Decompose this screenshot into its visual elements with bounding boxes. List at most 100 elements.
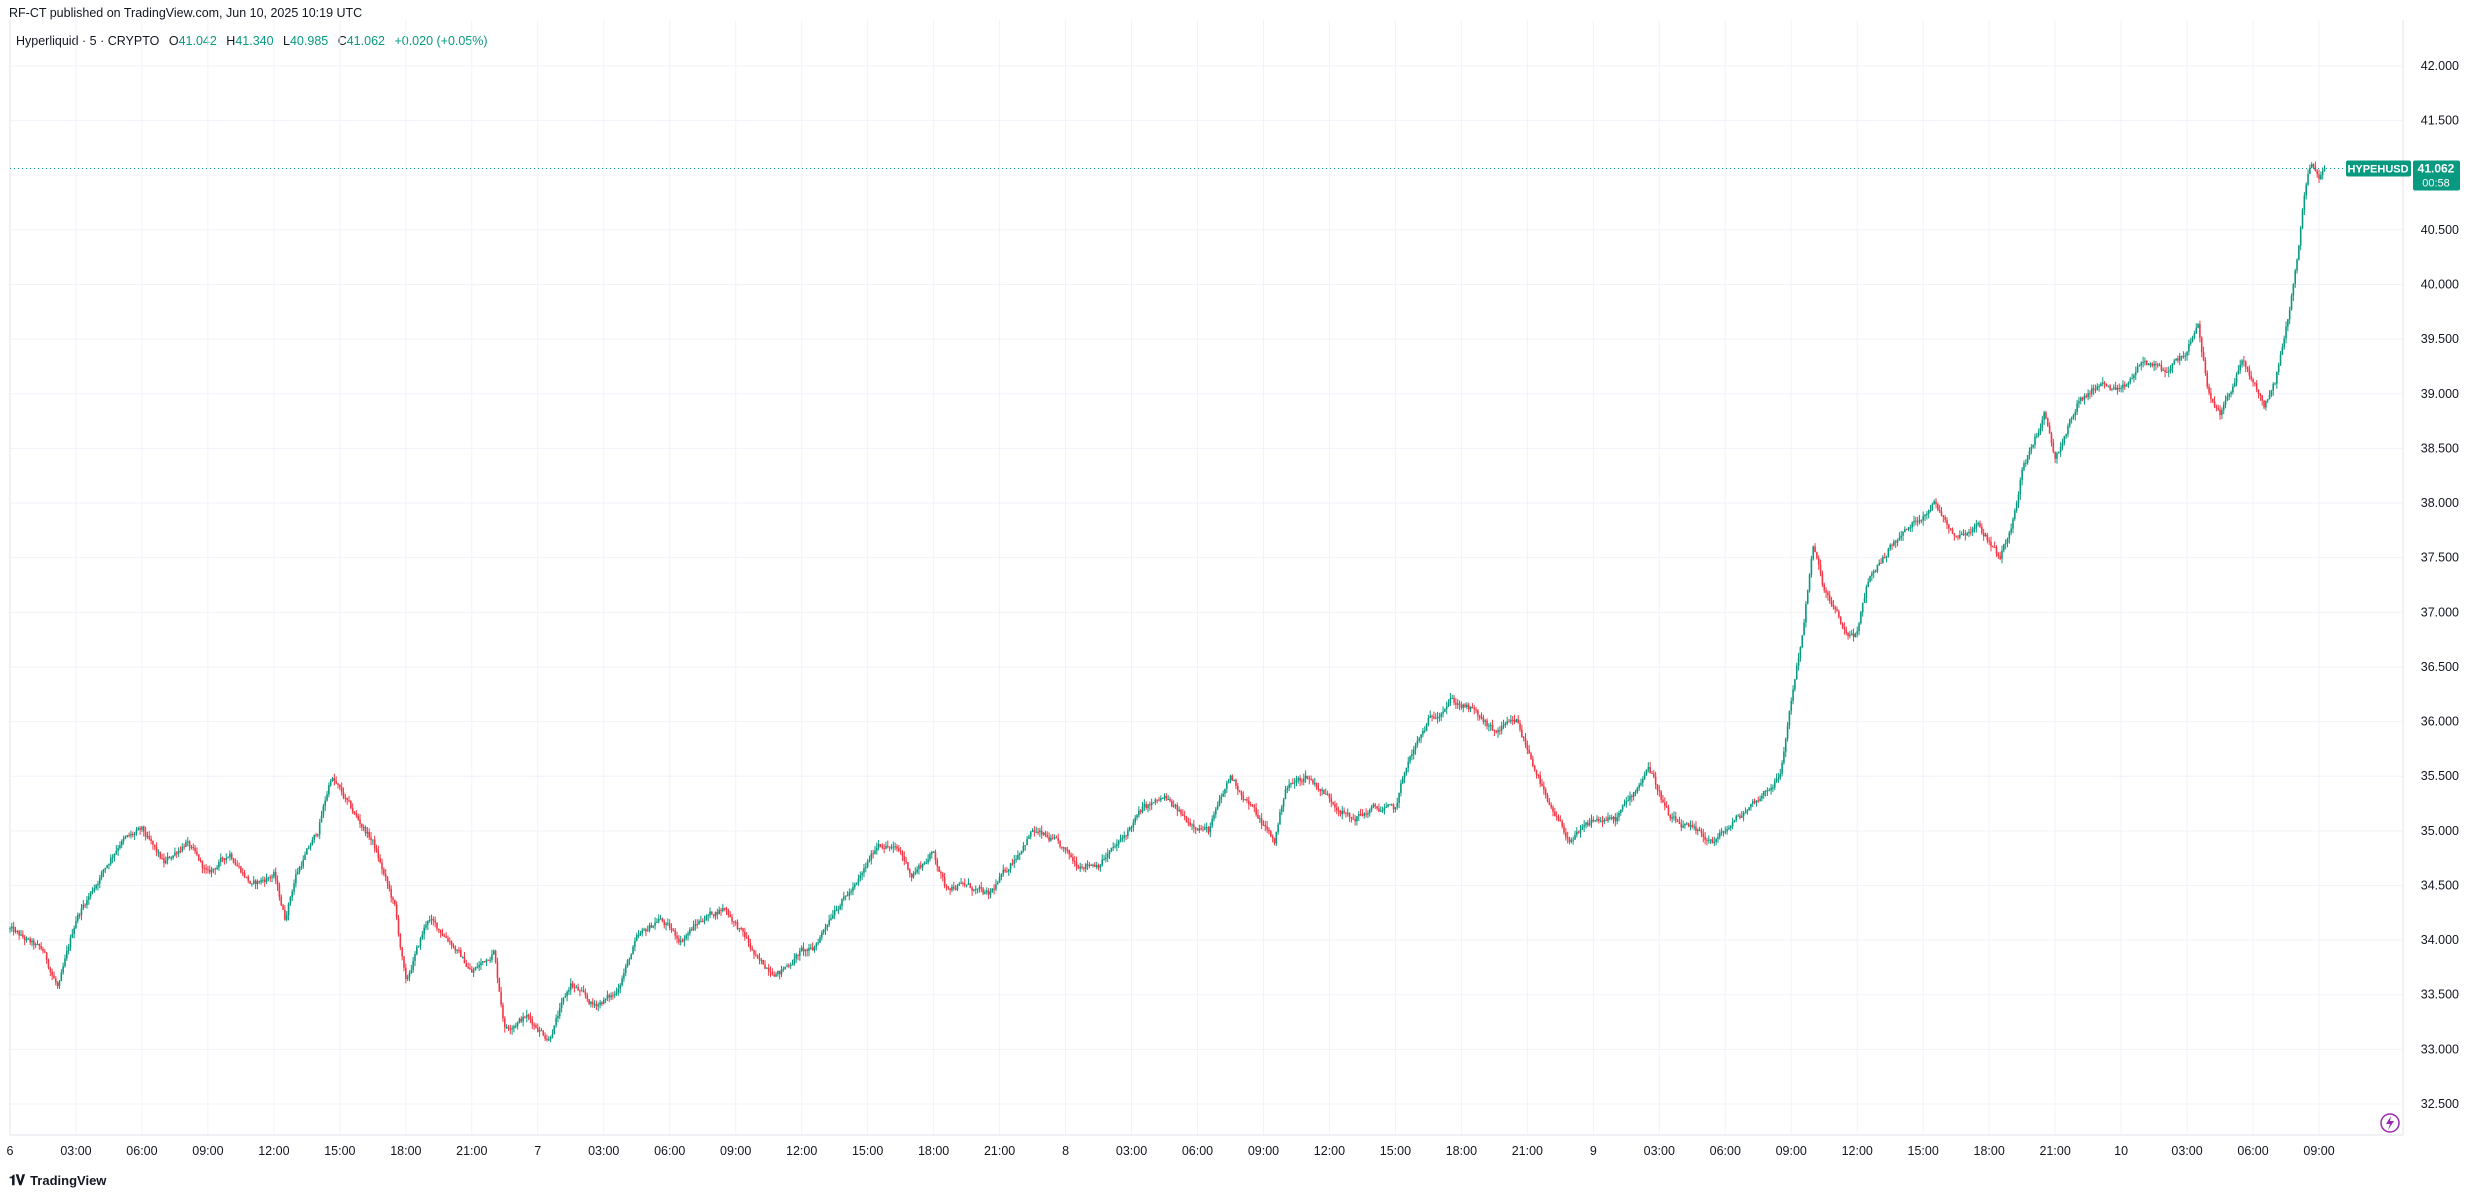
candle-body: [177, 850, 180, 854]
candle-body: [1211, 818, 1213, 826]
candle-body: [591, 1001, 594, 1005]
candle-body: [1878, 562, 1881, 566]
candle-body: [317, 834, 319, 836]
candle-body: [1588, 822, 1591, 826]
candle-body: [146, 835, 149, 837]
candle-body: [1301, 781, 1303, 783]
candle-body: [1625, 800, 1628, 804]
price-tick-label: 34.000: [2421, 933, 2459, 947]
candle-body: [538, 1030, 541, 1032]
candle-body: [410, 969, 413, 973]
candle-body: [1522, 737, 1525, 739]
candle-body: [353, 812, 356, 814]
time-tick-label: 12:00: [1842, 1144, 1873, 1158]
candle-body: [1403, 772, 1406, 778]
candle-body: [2206, 373, 2209, 387]
candle-body: [617, 988, 620, 993]
candle-body: [1324, 793, 1327, 795]
candle-body: [1097, 865, 1100, 868]
candle-body: [381, 862, 383, 870]
candle-body: [1500, 726, 1503, 731]
candle-body: [2092, 388, 2095, 390]
candle-body: [1238, 790, 1241, 792]
candle-body: [595, 1004, 598, 1007]
candle-body: [1061, 846, 1063, 848]
candle-body: [1348, 812, 1351, 818]
candle-body: [2155, 363, 2157, 365]
high-label: H: [226, 34, 236, 48]
candle-body: [1275, 831, 1278, 844]
candle-body: [615, 992, 618, 995]
lightning-icon[interactable]: [2380, 1113, 2400, 1133]
candle-body: [1354, 819, 1356, 822]
candle-body: [256, 881, 259, 885]
candle-body: [1094, 864, 1096, 868]
candle-body: [1259, 818, 1261, 820]
candle-body: [1766, 790, 1769, 792]
candle-body: [1744, 812, 1747, 814]
candle-body: [212, 868, 215, 870]
candle-body: [2277, 364, 2280, 372]
candle-body: [511, 1028, 513, 1030]
candle-body: [2197, 324, 2199, 328]
candle-body: [280, 896, 283, 906]
candle-body: [1103, 859, 1105, 861]
candle-body: [491, 954, 493, 960]
candle-body: [619, 985, 622, 989]
candle-body: [2189, 341, 2192, 345]
candle-body: [2246, 367, 2249, 369]
candle-body: [1160, 798, 1162, 801]
candle-body: [1717, 836, 1719, 840]
candle-body: [1029, 831, 1032, 837]
candle-body: [1607, 817, 1609, 821]
tradingview-logo[interactable]: 𝟏𝐕 TradingView: [9, 1172, 106, 1189]
candle-body: [454, 946, 457, 951]
candle-body: [1704, 836, 1706, 840]
candle-body: [1491, 724, 1494, 730]
candle-body: [1117, 840, 1120, 845]
candle-body: [196, 851, 198, 855]
candle-body: [1134, 817, 1136, 823]
candle-body: [51, 971, 53, 976]
candle-body: [1312, 779, 1314, 784]
candle-body: [1429, 715, 1432, 719]
candle-body: [126, 835, 129, 837]
time-tick-label: 21:00: [2039, 1144, 2070, 1158]
candle-body: [340, 787, 343, 793]
candle-body: [60, 972, 63, 982]
candle-body: [139, 828, 141, 830]
candle-body: [1209, 825, 1212, 833]
candle-body: [1202, 829, 1204, 831]
candle-body: [1653, 773, 1655, 777]
candle-body: [569, 983, 572, 990]
candle-body: [87, 896, 90, 900]
candle-body: [2182, 356, 2185, 358]
candle-body: [839, 905, 841, 910]
candle-body: [974, 888, 977, 890]
candle-body: [1092, 864, 1094, 866]
candle-body: [273, 872, 275, 877]
candle-body: [1576, 831, 1578, 835]
candle-body: [487, 959, 490, 961]
candle-body: [830, 918, 832, 921]
candle-body: [2133, 375, 2135, 379]
candle-body: [1693, 826, 1695, 828]
candle-body: [2079, 397, 2082, 402]
candle-body: [516, 1022, 519, 1026]
candle-body: [557, 1015, 559, 1019]
candle-body: [1414, 744, 1417, 750]
candle-body: [1517, 719, 1519, 724]
candle-body: [2232, 386, 2234, 393]
candle-body: [100, 872, 103, 878]
candle-body: [1352, 818, 1355, 820]
candle-body: [577, 987, 579, 991]
candle-body: [1537, 774, 1540, 776]
candle-body: [1110, 847, 1113, 852]
candle-body: [1191, 824, 1193, 826]
symbol-title[interactable]: Hyperliquid · 5 · CRYPTO: [16, 34, 160, 48]
candle-body: [2215, 406, 2218, 409]
candle-body: [1231, 775, 1234, 781]
candle-body: [951, 886, 953, 891]
candle-body: [2061, 443, 2064, 447]
